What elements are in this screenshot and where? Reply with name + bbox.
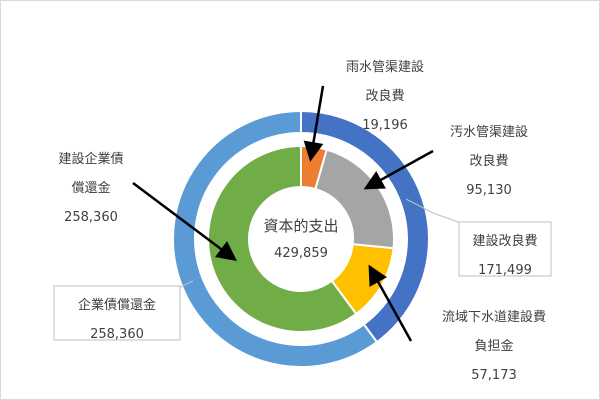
label-basin-text-2: 負担金: [474, 338, 513, 354]
center-title: 資本的支出: [263, 217, 338, 235]
leader-arrow-1: [303, 85, 325, 162]
label-construction-text-1: 建設改良費: [472, 233, 537, 249]
label-stormwater-text-1: 雨水管渠建設: [346, 59, 424, 75]
callout-box-redemption: [53, 285, 181, 341]
leader-arrow-3: [368, 264, 413, 342]
callout-line-construction: [405, 198, 462, 224]
label-basin-text-1: 流域下水道建設費: [442, 309, 546, 325]
leader-arrow-4: [132, 182, 237, 261]
label-construction-bond-text-1: 建設企業債: [58, 151, 123, 167]
label-bond-redemption-value: 258,360: [90, 327, 144, 342]
label-stormwater-value: 19,196: [362, 118, 408, 133]
label-stormwater-text-2: 改良費: [365, 88, 404, 104]
label-construction-value: 171,499: [478, 263, 532, 278]
label-basin-value: 57,173: [471, 368, 517, 383]
callout-box-construction: [458, 221, 552, 277]
label-bond-redemption-text-1: 企業債償還金: [78, 297, 156, 313]
leader-arrow-2: [363, 149, 434, 190]
label-sewage-value: 95,130: [466, 183, 512, 198]
label-sewage-text-1: 汚水管渠建設: [450, 124, 528, 140]
outer-slice-2: [172, 109, 379, 368]
label-sewage-text-2: 改良費: [469, 153, 508, 169]
center-total: 429,859: [274, 246, 328, 261]
label-construction-bond-value: 258,360: [64, 210, 118, 225]
label-construction-bond-text-2: 償還金: [71, 180, 110, 196]
inner-slice-4: [207, 144, 358, 333]
